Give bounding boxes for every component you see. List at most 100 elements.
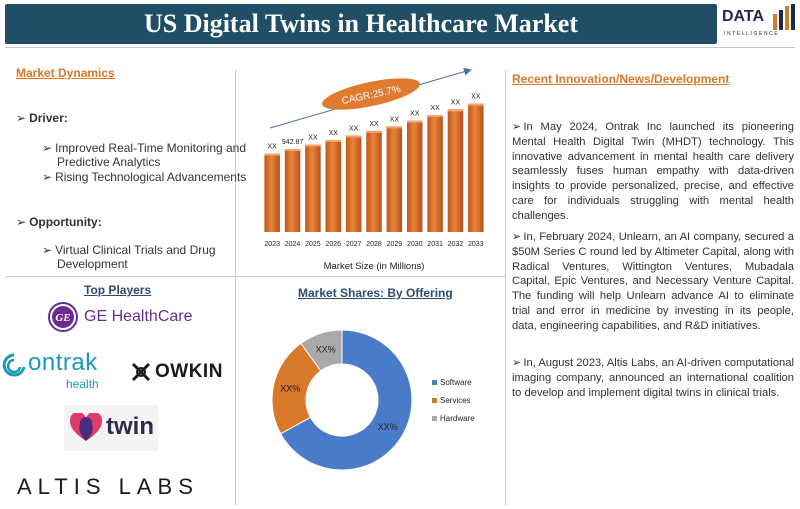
slice-software [279, 329, 413, 471]
bar-2031 [427, 114, 443, 232]
bar-label-2026: XX [329, 130, 339, 137]
x-tick-2031: 2031 [427, 241, 443, 248]
twin-text: twin [106, 413, 154, 440]
legend-label-services: Services [440, 396, 471, 405]
market-dynamics-title: Market Dynamics [16, 66, 115, 80]
bar-2025 [305, 144, 321, 232]
legend-label-software: Software [440, 378, 472, 387]
slice-label-hardware: XX% [316, 345, 336, 355]
bullet-arrow-icon: ➢ [16, 215, 27, 229]
divider-middle [505, 70, 506, 505]
ontrak-text: ontrak [28, 349, 98, 376]
opportunity-item-1-cont: Development [57, 257, 128, 271]
ontrak-sub-text: health [66, 377, 99, 391]
news-text-2: In, February 2024, Unlearn, an AI compan… [512, 231, 794, 332]
divider-left-bottom [235, 277, 236, 505]
bar-label-2023: XX [268, 144, 278, 151]
driver-item-2: ➢ Rising Technological Advancements [42, 170, 246, 184]
news-title: Recent Innovation/News/Development [512, 72, 730, 86]
bar-cap-2030 [406, 120, 423, 123]
driver-label: ➢ Driver: [16, 111, 68, 125]
bar-cap-2031 [427, 114, 443, 117]
top-players-title: Top Players [84, 283, 152, 297]
ontrak-swirl-icon [2, 353, 26, 377]
news-item-3: ➢ In, August 2023, Altis Labs, an AI-driv… [512, 356, 794, 400]
driver-text-1-cont: Predictive Analytics [57, 155, 161, 169]
divider-top [5, 47, 795, 48]
opportunity-text-1-cont: Development [57, 257, 128, 271]
market-size-bar-chart: CAGR:25.7% XX2023942.872024XX2025XX2026X… [264, 67, 484, 272]
bar-2027 [345, 135, 362, 232]
bar-cap-2032 [447, 109, 464, 112]
slice-label-software: XX% [378, 422, 398, 432]
owkin-text: OWKIN [155, 361, 223, 382]
bar-cap-2029 [386, 126, 403, 129]
altis-labs-text: ALTIS LABS [17, 474, 199, 499]
logo-text: DATA [722, 8, 765, 25]
bar-2023 [264, 153, 280, 232]
divider-middle-horizontal [5, 276, 505, 277]
ge-healthcare-logo: GE GE HealthCare [48, 301, 208, 335]
bar-label-2031: XX [430, 105, 440, 112]
x-tick-2033: 2033 [468, 241, 484, 248]
slice-label-services: XX% [280, 383, 300, 393]
market-shares-donut-chart: XX% XX% XX% Software Services Hardware [271, 329, 475, 471]
driver-item-1-cont: Predictive Analytics [57, 155, 160, 169]
x-tick-2026: 2026 [325, 241, 341, 248]
bar-cap-2025 [305, 144, 321, 147]
driver-label-text: Driver: [29, 111, 68, 125]
title-bar: US Digital Twins in Healthcare Market [5, 4, 717, 44]
twin-logo: twin [64, 405, 158, 451]
bar-2033 [468, 103, 484, 232]
bullet-arrow-icon: ➢ [42, 141, 53, 155]
donut-slices-group: XX% XX% XX% [271, 329, 413, 471]
header: US Digital Twins in Healthcare Market DA… [0, 0, 800, 47]
driver-item-1: ➢ Improved Real-Time Monitoring and [42, 141, 246, 155]
bar-2024 [284, 149, 301, 232]
legend-swatch-services [432, 398, 437, 403]
bar-2029 [386, 126, 403, 232]
cagr-badge: CAGR:25.7% [322, 78, 420, 110]
bullet-arrow-icon: ➢ [16, 111, 27, 125]
x-tick-2030: 2030 [407, 241, 423, 248]
bar-cap-2026 [325, 139, 342, 142]
bullet-arrow-icon: ➢ [512, 231, 522, 243]
ge-monogram-icon: GE [48, 302, 78, 332]
bar-2028 [366, 130, 382, 232]
bar-label-2033: XX [471, 94, 481, 101]
legend-label-hardware: Hardware [440, 414, 475, 423]
market-shares-title: Market Shares: By Offering [298, 286, 453, 300]
bar-cap-2024 [284, 149, 301, 152]
bar-label-2030: XX [410, 111, 420, 118]
news-item-1: ➢ In May 2024, Ontrak Inc launched its pi… [512, 120, 794, 224]
bullet-arrow-icon: ➢ [42, 170, 53, 184]
bar-label-2032: XX [451, 99, 461, 106]
x-tick-2032: 2032 [448, 241, 464, 248]
ge-healthcare-text: GE HealthCare [84, 308, 193, 325]
legend-swatch-software [432, 380, 437, 385]
bars-group: XX 2023 942.87 2024 XX 2025 XX 2026 XX 2027 XX 2028… [264, 94, 483, 248]
divider-left-top [235, 70, 236, 275]
bar-2032 [447, 109, 464, 232]
x-tick-2023: 2023 [264, 241, 280, 248]
x-tick-2025: 2025 [305, 241, 321, 248]
opportunity-label: ➢ Opportunity: [16, 215, 102, 229]
donut-legend: Software Services Hardware [432, 378, 475, 423]
slice-hardware [300, 329, 343, 372]
bar-label-2025: XX [308, 135, 318, 142]
opportunity-label-text: Opportunity: [29, 215, 102, 229]
logo-bars-icon [773, 4, 795, 30]
opportunity-text-1: Virtual Clinical Trials and Drug [55, 243, 216, 257]
driver-text-1: Improved Real-Time Monitoring and [55, 141, 247, 155]
page-title: US Digital Twins in Healthcare Market [143, 9, 579, 38]
ontrak-health-logo: ontrak health [2, 349, 112, 391]
bar-2026 [325, 139, 342, 232]
bullet-arrow-icon: ➢ [512, 121, 522, 133]
bar-label-2029: XX [390, 116, 400, 123]
bar-cap-2033 [468, 103, 484, 106]
bullet-arrow-icon: ➢ [42, 243, 53, 257]
datam-logo: DATA INTELLIGENCE [722, 4, 797, 44]
x-axis-title: Market Size (in Millions) [324, 261, 425, 272]
altis-labs-logo: ALTIS LABS [17, 474, 232, 500]
opportunity-item-1: ➢ Virtual Clinical Trials and Drug [42, 243, 216, 257]
